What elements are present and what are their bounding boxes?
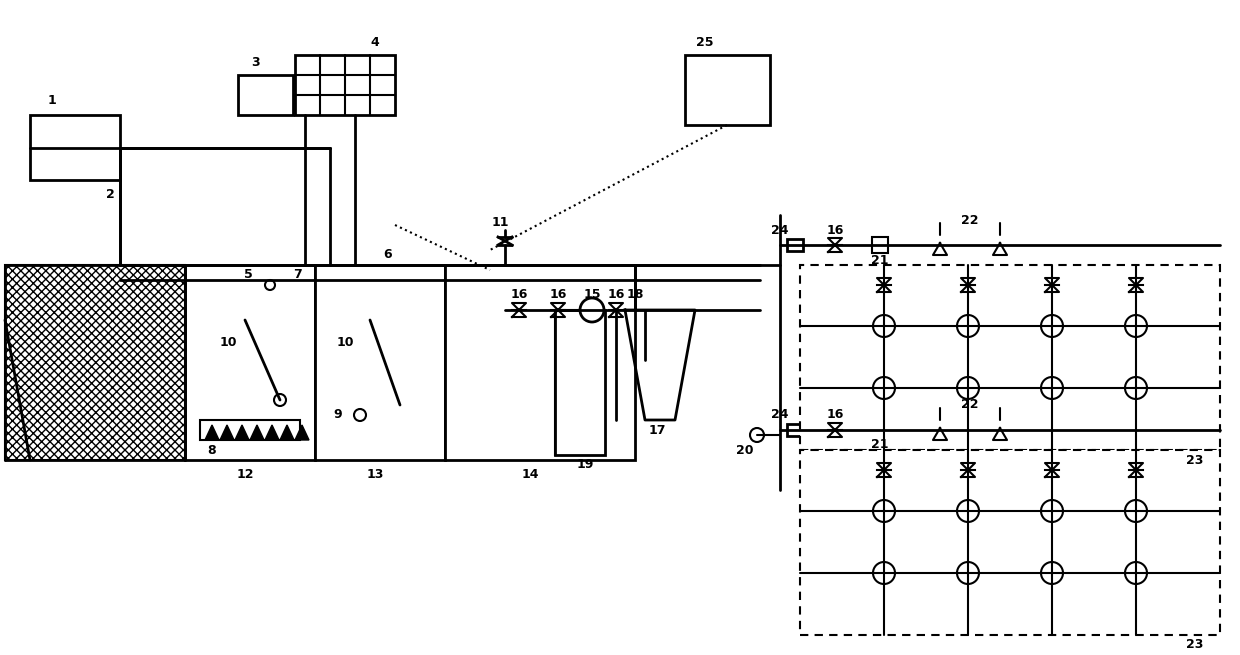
Text: 3: 3 [250,56,259,69]
Circle shape [957,500,980,522]
Polygon shape [5,265,185,460]
Text: 20: 20 [737,443,754,457]
Text: 23: 23 [1187,639,1204,652]
Polygon shape [280,425,294,440]
Text: 5: 5 [243,267,253,280]
Text: 22: 22 [961,398,978,411]
Bar [787,424,804,436]
Text: 22: 22 [961,214,978,227]
Bar [238,75,293,115]
Circle shape [265,280,275,290]
Text: 17: 17 [649,424,666,436]
Text: 12: 12 [237,468,254,481]
Circle shape [274,394,286,406]
Polygon shape [250,425,264,440]
Circle shape [353,409,366,421]
Text: 19: 19 [577,458,594,472]
Bar [295,55,396,115]
Circle shape [957,377,980,399]
Text: 25: 25 [696,35,714,48]
Circle shape [1042,377,1063,399]
Polygon shape [236,425,249,440]
Circle shape [580,298,604,322]
Bar [200,420,300,440]
Polygon shape [265,425,279,440]
Text: 6: 6 [383,248,392,261]
Circle shape [1125,377,1147,399]
Bar [556,310,605,455]
Text: 10: 10 [336,335,353,348]
Bar [684,55,770,125]
Circle shape [1042,500,1063,522]
Circle shape [1125,315,1147,337]
Text: 16: 16 [549,288,567,301]
Text: 7: 7 [293,267,301,280]
Text: 11: 11 [491,215,508,229]
Text: 9: 9 [334,409,342,422]
Bar [315,265,445,460]
Text: 8: 8 [207,443,216,457]
Circle shape [750,428,764,442]
Circle shape [873,377,895,399]
Bar [556,310,605,455]
Bar [5,265,185,460]
Text: 24: 24 [771,409,789,422]
Bar [872,422,888,438]
Circle shape [957,315,980,337]
Text: 4: 4 [371,35,379,48]
Circle shape [1042,562,1063,584]
Text: 24: 24 [771,223,789,236]
Text: 10: 10 [219,335,237,348]
Circle shape [873,315,895,337]
Text: 13: 13 [366,468,383,481]
Bar [787,239,804,251]
Text: 14: 14 [521,468,538,481]
Circle shape [873,500,895,522]
Circle shape [1042,315,1063,337]
Text: 18: 18 [626,288,644,301]
Bar [800,265,1220,450]
Text: 21: 21 [872,438,889,451]
Text: 1: 1 [47,94,56,107]
Text: 2: 2 [105,189,114,202]
Text: 21: 21 [872,253,889,267]
Circle shape [873,562,895,584]
Circle shape [1125,562,1147,584]
Text: 23: 23 [1187,453,1204,466]
Bar [185,265,315,460]
Text: 16: 16 [826,409,843,422]
Circle shape [1125,500,1147,522]
Polygon shape [295,425,309,440]
Polygon shape [205,425,219,440]
Bar [800,450,1220,635]
Polygon shape [219,425,234,440]
Text: 16: 16 [511,288,528,301]
Text: 16: 16 [608,288,625,301]
Bar [872,237,888,253]
Text: 15: 15 [583,288,600,301]
Circle shape [957,562,980,584]
Bar [445,265,635,460]
Text: 16: 16 [826,223,843,236]
Bar [30,115,120,180]
